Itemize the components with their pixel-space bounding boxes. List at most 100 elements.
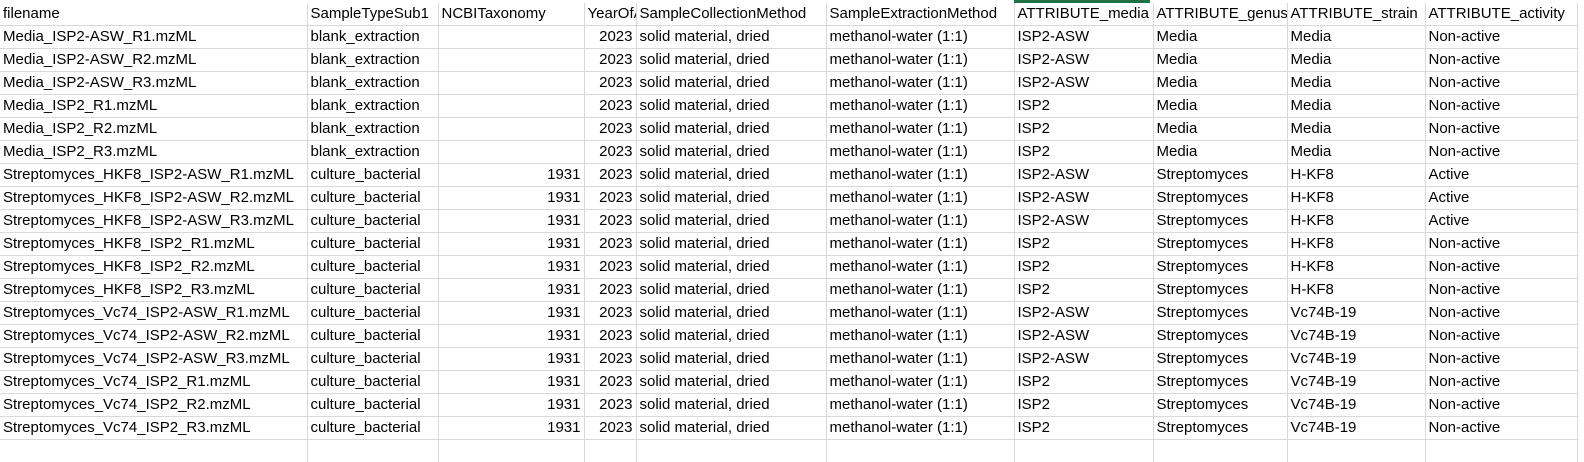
cell-filename[interactable]: Media_ISP2-ASW_R2.mzML [0, 48, 308, 72]
header-cell-attribute-strain[interactable]: ATTRIBUTE_strain [1287, 3, 1426, 26]
cell-ncbi-taxonomy[interactable]: 1931 [438, 186, 585, 210]
cell-attribute-strain[interactable]: H-KF8 [1287, 278, 1426, 302]
cell-sample-extraction-method[interactable]: methanol-water (1:1) [826, 140, 1015, 164]
cell-ncbi-taxonomy[interactable] [438, 48, 585, 72]
cell-attribute-activity[interactable]: Non-active [1425, 301, 1578, 325]
cell-attribute-strain[interactable]: Vc74B-19 [1287, 393, 1426, 417]
empty-cell[interactable] [307, 439, 439, 462]
cell-attribute-media[interactable]: ISP2 [1013, 140, 1154, 164]
cell-sample-extraction-method[interactable]: methanol-water (1:1) [826, 209, 1015, 233]
header-cell-sample-extraction-method[interactable]: SampleExtractionMethod [826, 3, 1015, 26]
cell-sample-type-sub1[interactable]: blank_extraction [307, 71, 439, 95]
cell-ncbi-taxonomy[interactable]: 1931 [438, 163, 585, 187]
cell-sample-type-sub1[interactable]: culture_bacterial [307, 278, 439, 302]
cell-filename[interactable]: Streptomyces_HKF8_ISP2-ASW_R1.mzML [0, 163, 308, 187]
cell-attribute-genus[interactable]: Streptomyces [1153, 186, 1288, 210]
cell-filename[interactable]: Media_ISP2_R3.mzML [0, 140, 308, 164]
cell-attribute-media[interactable]: ISP2-ASW [1013, 25, 1154, 49]
cell-filename[interactable]: Streptomyces_Vc74_ISP2-ASW_R3.mzML [0, 347, 308, 371]
cell-filename[interactable]: Media_ISP2-ASW_R1.mzML [0, 25, 308, 49]
cell-sample-type-sub1[interactable]: blank_extraction [307, 48, 439, 72]
empty-cell[interactable] [1287, 439, 1426, 462]
cell-ncbi-taxonomy[interactable] [438, 71, 585, 95]
header-cell-attribute-activity[interactable]: ATTRIBUTE_activity [1425, 3, 1578, 26]
cell-attribute-genus[interactable]: Media [1153, 25, 1288, 49]
cell-sample-type-sub1[interactable]: culture_bacterial [307, 324, 439, 348]
cell-sample-type-sub1[interactable]: culture_bacterial [307, 301, 439, 325]
empty-cell[interactable] [1425, 439, 1578, 462]
cell-attribute-strain[interactable]: H-KF8 [1287, 186, 1426, 210]
cell-year-of-analysis[interactable]: 2023 [584, 347, 637, 371]
cell-filename[interactable]: Streptomyces_HKF8_ISP2_R1.mzML [0, 232, 308, 256]
cell-sample-extraction-method[interactable]: methanol-water (1:1) [826, 48, 1015, 72]
cell-sample-extraction-method[interactable]: methanol-water (1:1) [826, 347, 1015, 371]
header-cell-sample-type-sub1[interactable]: SampleTypeSub1 [307, 3, 439, 26]
cell-sample-extraction-method[interactable]: methanol-water (1:1) [826, 301, 1015, 325]
cell-attribute-genus[interactable]: Media [1153, 71, 1288, 95]
header-cell-year-of-analysis[interactable]: YearOfAna [584, 3, 637, 26]
cell-attribute-genus[interactable]: Streptomyces [1153, 301, 1288, 325]
cell-attribute-genus[interactable]: Streptomyces [1153, 324, 1288, 348]
cell-filename[interactable]: Streptomyces_Vc74_ISP2-ASW_R2.mzML [0, 324, 308, 348]
cell-attribute-strain[interactable]: Media [1287, 25, 1426, 49]
cell-filename[interactable]: Streptomyces_Vc74_ISP2_R1.mzML [0, 370, 308, 394]
cell-attribute-strain[interactable]: H-KF8 [1287, 255, 1426, 279]
cell-attribute-genus[interactable]: Streptomyces [1153, 209, 1288, 233]
cell-attribute-genus[interactable]: Streptomyces [1153, 347, 1288, 371]
cell-sample-extraction-method[interactable]: methanol-water (1:1) [826, 71, 1015, 95]
cell-attribute-media[interactable]: ISP2 [1013, 393, 1154, 417]
cell-ncbi-taxonomy[interactable] [438, 25, 585, 49]
cell-attribute-strain[interactable]: Media [1287, 71, 1426, 95]
cell-attribute-media[interactable]: ISP2-ASW [1013, 48, 1154, 72]
cell-sample-type-sub1[interactable]: blank_extraction [307, 117, 439, 141]
cell-sample-extraction-method[interactable]: methanol-water (1:1) [826, 186, 1015, 210]
cell-attribute-media[interactable]: ISP2-ASW [1013, 186, 1154, 210]
header-cell-ncbi-taxonomy[interactable]: NCBITaxonomy [438, 3, 585, 26]
cell-sample-type-sub1[interactable]: culture_bacterial [307, 232, 439, 256]
cell-attribute-strain[interactable]: Vc74B-19 [1287, 370, 1426, 394]
cell-attribute-genus[interactable]: Streptomyces [1153, 278, 1288, 302]
cell-sample-collection-method[interactable]: solid material, dried [636, 416, 827, 440]
cell-filename[interactable]: Streptomyces_HKF8_ISP2-ASW_R3.mzML [0, 209, 308, 233]
cell-ncbi-taxonomy[interactable]: 1931 [438, 255, 585, 279]
cell-attribute-activity[interactable]: Non-active [1425, 278, 1578, 302]
header-cell-attribute-genus[interactable]: ATTRIBUTE_genus [1153, 3, 1288, 26]
cell-attribute-activity[interactable]: Active [1425, 163, 1578, 187]
cell-attribute-media[interactable]: ISP2 [1013, 255, 1154, 279]
cell-attribute-media[interactable]: ISP2-ASW [1013, 163, 1154, 187]
cell-attribute-media[interactable]: ISP2 [1013, 370, 1154, 394]
cell-ncbi-taxonomy[interactable]: 1931 [438, 347, 585, 371]
cell-sample-extraction-method[interactable]: methanol-water (1:1) [826, 232, 1015, 256]
empty-cell[interactable] [636, 439, 827, 462]
spreadsheet-grid[interactable]: filename SampleTypeSub1 NCBITaxonomy YearOf… [0, 3, 1584, 462]
cell-attribute-strain[interactable]: Media [1287, 94, 1426, 118]
cell-sample-extraction-method[interactable]: methanol-water (1:1) [826, 324, 1015, 348]
empty-cell[interactable] [1153, 439, 1288, 462]
cell-attribute-activity[interactable]: Non-active [1425, 393, 1578, 417]
cell-sample-collection-method[interactable]: solid material, dried [636, 301, 827, 325]
cell-attribute-media[interactable]: ISP2 [1013, 416, 1154, 440]
cell-year-of-analysis[interactable]: 2023 [584, 209, 637, 233]
cell-attribute-activity[interactable]: Non-active [1425, 48, 1578, 72]
cell-ncbi-taxonomy[interactable]: 1931 [438, 370, 585, 394]
header-cell-attribute-media[interactable]: ATTRIBUTE_media [1013, 3, 1154, 26]
cell-filename[interactable]: Streptomyces_Vc74_ISP2_R3.mzML [0, 416, 308, 440]
cell-attribute-strain[interactable]: H-KF8 [1287, 163, 1426, 187]
cell-attribute-genus[interactable]: Media [1153, 94, 1288, 118]
cell-year-of-analysis[interactable]: 2023 [584, 232, 637, 256]
cell-attribute-activity[interactable]: Non-active [1425, 25, 1578, 49]
cell-sample-collection-method[interactable]: solid material, dried [636, 71, 827, 95]
cell-sample-type-sub1[interactable]: culture_bacterial [307, 416, 439, 440]
cell-year-of-analysis[interactable]: 2023 [584, 163, 637, 187]
cell-attribute-strain[interactable]: Media [1287, 117, 1426, 141]
cell-sample-type-sub1[interactable]: blank_extraction [307, 94, 439, 118]
cell-ncbi-taxonomy[interactable]: 1931 [438, 324, 585, 348]
cell-sample-extraction-method[interactable]: methanol-water (1:1) [826, 370, 1015, 394]
cell-attribute-media[interactable]: ISP2 [1013, 232, 1154, 256]
cell-attribute-activity[interactable]: Active [1425, 186, 1578, 210]
cell-year-of-analysis[interactable]: 2023 [584, 324, 637, 348]
cell-sample-extraction-method[interactable]: methanol-water (1:1) [826, 25, 1015, 49]
cell-sample-collection-method[interactable]: solid material, dried [636, 347, 827, 371]
cell-sample-collection-method[interactable]: solid material, dried [636, 278, 827, 302]
cell-attribute-strain[interactable]: Media [1287, 48, 1426, 72]
